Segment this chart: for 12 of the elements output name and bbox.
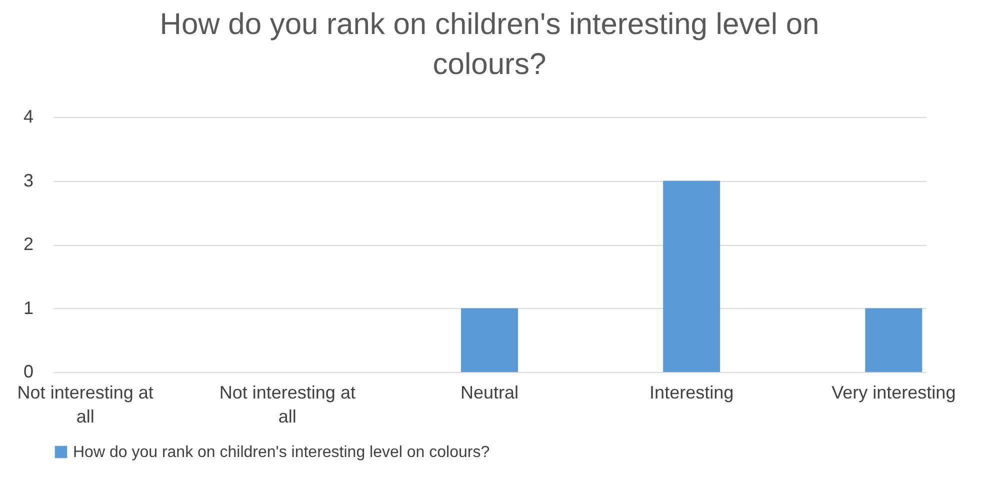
y-tick-label: 4 bbox=[23, 106, 34, 126]
x-tick-label: Interesting bbox=[650, 382, 734, 402]
y-tick-label: 1 bbox=[23, 298, 34, 318]
y-tick-label: 0 bbox=[23, 362, 34, 382]
x-tick-label: Not interesting at all bbox=[17, 382, 154, 426]
y-tick-label: 2 bbox=[23, 234, 34, 254]
y-tick-label: 3 bbox=[23, 170, 34, 190]
x-tick-label: Neutral bbox=[460, 382, 519, 402]
legend-label: How do you rank on children's interesting level on colours? bbox=[73, 444, 490, 461]
chart-title: How do you rank on children's interesting level on colours? bbox=[160, 8, 820, 81]
x-tick-label: Not interesting at all bbox=[219, 382, 356, 426]
x-tick-label: Very interesting bbox=[832, 382, 956, 402]
